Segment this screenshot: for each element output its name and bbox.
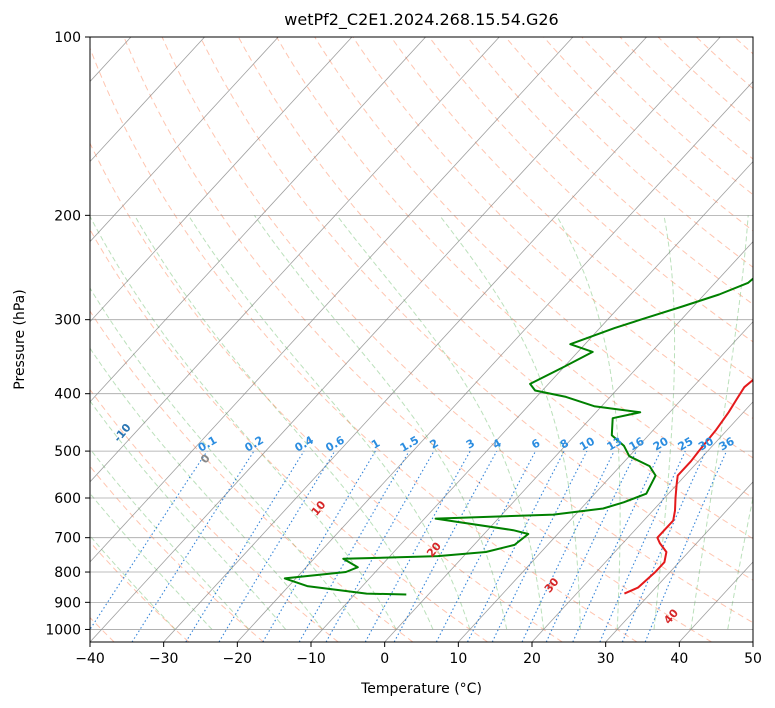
mixing-ratio-line [599, 450, 686, 642]
chart-title: wetPf2_C2E1.2024.268.15.54.G26 [284, 10, 558, 30]
dry-adiabat [619, 37, 753, 160]
x-tick-label: 0 [380, 651, 389, 667]
mixing-ratio-line [262, 450, 376, 642]
isotherm-line [163, 37, 721, 642]
mixing-ratio-line [185, 450, 305, 642]
isotherm-line [310, 160, 753, 642]
y-tick-label: 500 [54, 444, 81, 460]
isotherm-line [531, 401, 753, 642]
mixing-ratio-line [218, 450, 336, 642]
y-tick-label: 900 [54, 595, 81, 611]
x-tick-label: 40 [670, 651, 688, 667]
isotherm-line [90, 37, 574, 563]
isotherm-line [90, 37, 205, 163]
isotherm-line [605, 481, 753, 642]
x-tick-label: 50 [744, 651, 762, 667]
dry-adiabat [90, 388, 339, 642]
x-tick-label: −20 [223, 651, 253, 667]
mixing-ratio-line [298, 450, 410, 642]
mixing-ratio-line [545, 450, 637, 642]
x-tick-label: 20 [523, 651, 541, 667]
y-tick-label: 100 [54, 30, 81, 46]
dry-adiabat [90, 142, 563, 642]
x-tick-label: 10 [449, 651, 467, 667]
isotherm-line [90, 37, 279, 243]
dry-adiabat [90, 46, 638, 642]
mixing-ratio-line [621, 450, 707, 642]
x-tick-label: −10 [296, 651, 326, 667]
dry-adiabat [199, 37, 753, 581]
isotherm-line [90, 37, 353, 323]
dry-adiabat [90, 228, 488, 642]
dry-adiabat [161, 37, 753, 624]
dry-adiabat [390, 37, 753, 381]
profile-lines [283, 277, 753, 596]
isotherm-line [384, 241, 753, 642]
dry-adiabat [505, 37, 753, 268]
isotherm-line [90, 37, 500, 483]
mixing-ratio-line [521, 450, 615, 642]
y-axis-label: Pressure (hPa) [12, 289, 28, 389]
x-axis-label: Temperature (°C) [360, 681, 482, 697]
mixing-ratio-line [644, 450, 728, 642]
mixing-ratio-line [325, 450, 435, 642]
x-tick-label: −40 [75, 651, 105, 667]
plot-frame [89, 36, 754, 643]
dewpoint-profile-line [283, 277, 753, 596]
x-tick-label: 30 [597, 651, 615, 667]
y-tick-label: 300 [54, 313, 81, 329]
isotherm-line [90, 37, 647, 642]
dry-adiabat [123, 37, 712, 642]
isotherm-line [90, 37, 426, 403]
temperature-profile-line [623, 378, 753, 595]
axes: −40 −30 −20 −10 0 10 20 30 40 50 100 200 300 400 500 60… [45, 30, 762, 667]
y-tick-label: 800 [54, 565, 81, 581]
moist-adiabat [90, 535, 176, 630]
mixing-ratio-line [491, 450, 588, 642]
moist-adiabat [336, 214, 544, 630]
isotherm-line [237, 80, 753, 642]
dry-adiabat [466, 37, 753, 305]
mixing-ratio-line [364, 450, 471, 642]
mixing-ratio-line [393, 450, 498, 642]
y-tick-label: 1000 [45, 622, 81, 638]
x-tick-label: −30 [149, 651, 179, 667]
background-lines [90, 37, 753, 642]
dry-adiabat [276, 37, 753, 499]
mixing-ratio-line [572, 450, 662, 642]
dry-adiabat [90, 310, 414, 642]
y-tick-label: 200 [54, 208, 81, 224]
y-tick-label: 700 [54, 531, 81, 547]
isotherm-line [458, 321, 753, 642]
y-tick-label: 600 [54, 491, 81, 507]
dry-adiabat [352, 37, 753, 420]
mixing-ratio-line [131, 450, 255, 642]
y-tick-label: 400 [54, 387, 81, 403]
